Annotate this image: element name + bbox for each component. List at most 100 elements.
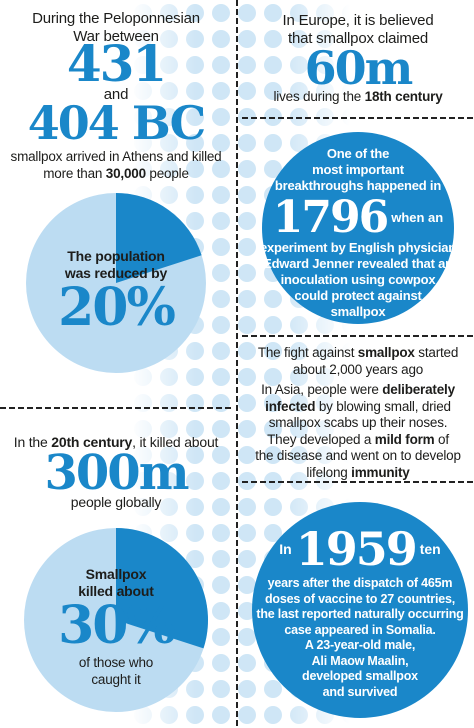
big-number: 300m <box>44 445 190 501</box>
text-line: of those who <box>0 654 232 671</box>
text: lives during the 18th century <box>242 88 474 105</box>
text: case appeared in Somalia. <box>284 622 436 637</box>
text-line: caught it <box>0 671 232 688</box>
text: A 23-year-old male, <box>304 638 416 652</box>
text: inoculation using <box>280 272 389 287</box>
pie-slice <box>116 528 209 649</box>
circle-text: years after the dispatch of 465m doses of… <box>244 576 474 700</box>
text-line: They developed a mild form of <box>242 432 474 449</box>
circle-1796 <box>262 132 454 324</box>
text: the disease and went on to develop <box>255 448 461 463</box>
text: and <box>103 86 129 103</box>
text: smallpox arrived in Athens and killed mor… <box>0 148 232 182</box>
text: , it killed about <box>132 434 219 450</box>
text-line: breakthroughs happened in <box>242 178 474 194</box>
text: In Europe, it is believed <box>282 12 434 29</box>
text: started <box>414 345 459 360</box>
pies <box>24 193 209 712</box>
text: happened in <box>363 178 442 193</box>
text-line: developed smallpox <box>244 669 474 685</box>
big-number: 60m <box>304 41 414 95</box>
text-line: and survived <box>244 685 474 701</box>
text: The population <box>67 248 165 264</box>
intro-text: During the Peloponnesian War between <box>0 10 232 46</box>
text: During the Peloponnesian <box>32 10 200 27</box>
circle-text: In <box>279 541 292 557</box>
bold-text: 18th century <box>364 89 443 104</box>
text: was reduced by <box>64 265 168 281</box>
text-line: inoculation using cowpox <box>242 272 474 288</box>
text-line: In Europe, it is believed <box>242 12 474 30</box>
text: The fight against <box>257 345 358 360</box>
text: killed about <box>78 583 154 599</box>
text: people <box>145 166 189 181</box>
text-line: Edward Jenner revealed that an <box>242 256 474 272</box>
pie-slice <box>116 193 202 283</box>
text-line: killed about <box>0 583 232 600</box>
text: and survived <box>322 684 398 699</box>
text: In Europe, it is believed that smallpox c… <box>242 12 474 48</box>
bold-text: 20th century <box>51 434 133 450</box>
text-line: smallpox arrived in Athens and killed <box>0 148 232 165</box>
bold-text: smallpox <box>357 345 415 360</box>
bold-text: infected <box>265 398 316 414</box>
circle-text: One of the most important breakthroughs ha… <box>242 146 474 194</box>
big-number: 431 <box>66 34 167 93</box>
text: caught it <box>91 672 141 687</box>
circle-1959 <box>252 502 468 718</box>
bold-text: immunity <box>351 464 410 480</box>
text: In Asia, people were deliberately infecte… <box>242 382 474 481</box>
text-line: A 23-year-old male, <box>244 638 474 654</box>
circle-text: ten <box>419 541 441 557</box>
circle-text: experiment by English physician Edward Je… <box>242 240 474 320</box>
text: about 2,000 years ago <box>292 362 424 377</box>
text-line: could protect against <box>242 288 474 304</box>
text: years after the dispatch of 465m <box>267 576 453 590</box>
text-line: about 2,000 years ago <box>242 361 474 378</box>
year-line: 1796 when an <box>242 192 474 243</box>
pie-caption: Smallpox killed about <box>0 566 232 600</box>
text: experiment by English physician <box>259 240 457 255</box>
text: War between <box>73 28 159 45</box>
text-line: that smallpox claimed <box>242 30 474 48</box>
bold-text: cowpox <box>388 272 436 287</box>
text-line: doses of vaccine to 27 countries, <box>244 592 474 608</box>
text-line: The population <box>0 248 232 265</box>
pie-label: 30% <box>58 595 176 656</box>
text: that smallpox claimed <box>287 30 429 47</box>
text: doses of vaccine to 27 countries, <box>265 591 455 606</box>
big-number: 404 BC <box>27 96 206 150</box>
bold-text: deliberately <box>382 382 455 397</box>
circle-text: when an <box>391 209 444 225</box>
bold-text: breakthroughs <box>274 178 364 193</box>
text: more than <box>43 166 106 181</box>
text: most important <box>312 162 404 177</box>
text-line: One of the <box>242 146 474 162</box>
text: of <box>434 431 449 447</box>
text: lives during the <box>273 89 365 104</box>
text: Smallpox <box>85 566 147 582</box>
text-line: smallpox scabs up their noses. <box>242 415 474 432</box>
text: One of the <box>326 146 390 161</box>
text-line: the disease and went on to develop <box>242 448 474 465</box>
year: 1959 <box>295 522 418 576</box>
bold-text: 30,000 <box>105 166 146 181</box>
text-line: infected by blowing small, dried <box>242 399 474 416</box>
text-line: lives during the 18th century <box>242 88 474 105</box>
text: In Asia, people were <box>261 382 383 397</box>
text-line: In Asia, people were deliberately <box>242 382 474 399</box>
text-line: experiment by English physician <box>242 240 474 256</box>
pie-caption: of those who caught it <box>0 654 232 688</box>
text: In the <box>13 434 52 450</box>
text-line: more than 30,000 people <box>0 165 232 182</box>
pie-caption: The population was reduced by <box>0 248 232 282</box>
text-line: The fight against smallpox started <box>242 344 474 361</box>
text: They developed a <box>267 431 375 447</box>
text-line: case appeared in Somalia. <box>244 623 474 639</box>
text: could protect against <box>294 288 422 303</box>
text: smallpox arrived in Athens and killed <box>10 149 222 164</box>
pie-label: 20% <box>58 277 176 338</box>
text-line: was reduced by <box>0 265 232 282</box>
text: by blowing small, dried <box>315 398 451 414</box>
